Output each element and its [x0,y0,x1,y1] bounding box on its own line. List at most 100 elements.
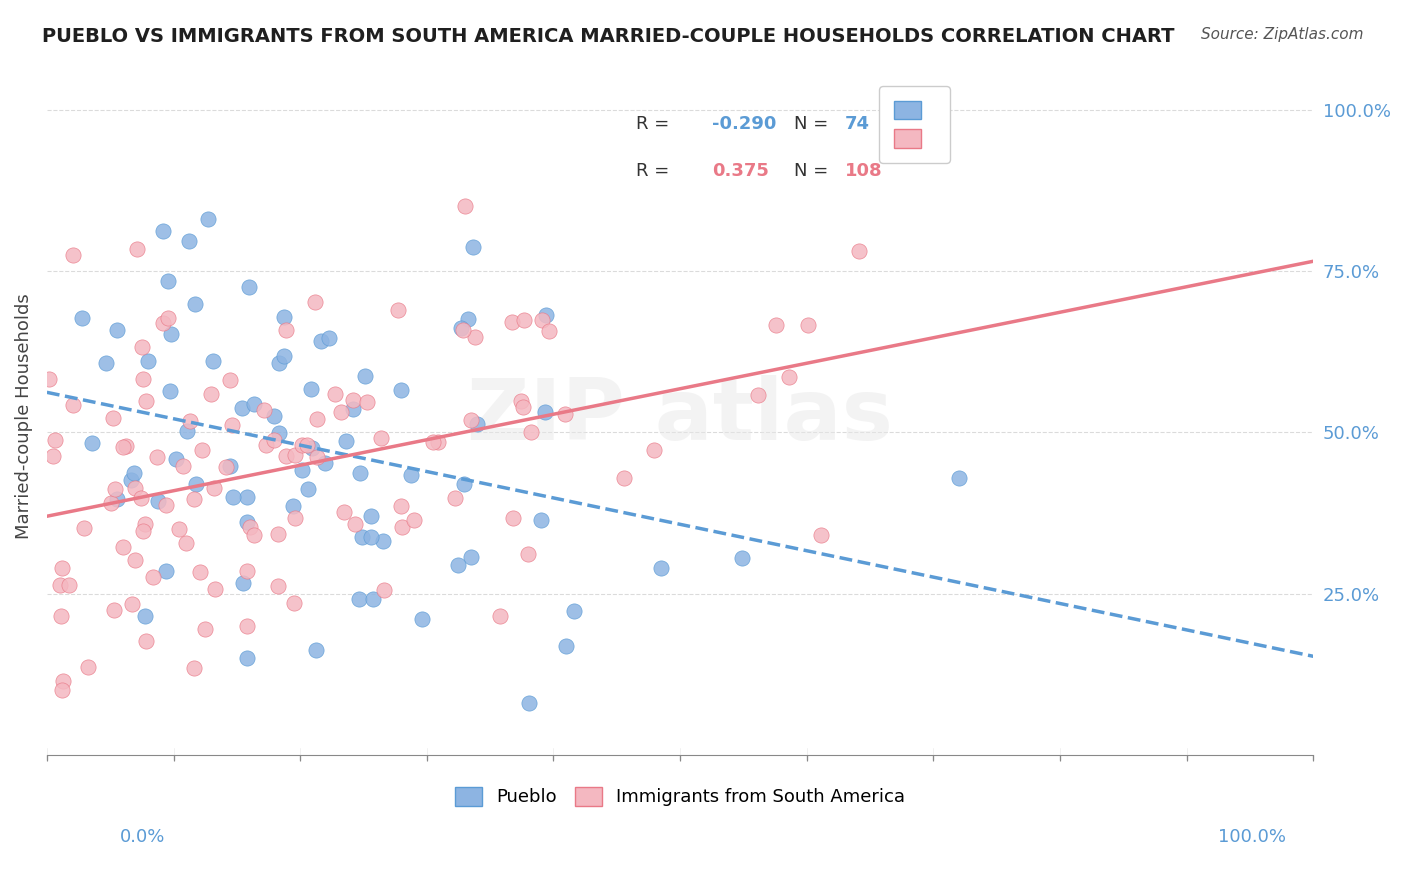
Point [447,558,470,572]
Point [797,318,820,332]
Point [291,438,314,452]
Point [183,492,205,507]
Point [329,405,352,419]
Y-axis label: Married-couple Households: Married-couple Households [15,293,32,539]
Point [284,511,307,525]
Point [554,407,576,421]
Point [267,527,290,541]
Point [464,330,486,344]
Point [167,523,190,537]
Point [194,622,217,636]
Point [243,528,266,542]
Point [305,642,328,657]
Point [165,452,187,467]
Point [391,383,413,397]
Point [263,433,285,447]
Point [361,591,384,606]
Point [112,441,135,455]
Point [134,609,156,624]
Point [517,547,540,561]
Point [643,443,665,458]
Point [236,515,259,529]
Point [554,639,576,653]
Point [263,409,285,423]
Point [536,308,558,322]
Point [62,398,84,412]
Point [80,435,103,450]
Point [325,387,347,401]
Point [38,372,60,386]
Point [314,456,336,470]
Point [297,482,319,496]
Point [236,618,259,632]
Point [422,435,444,450]
Point [236,491,259,505]
Point [145,450,167,464]
Point [332,505,354,519]
Point [254,438,277,452]
Point [152,224,174,238]
Point [299,382,322,396]
Point [360,530,382,544]
Point [70,311,93,326]
Point [184,477,207,491]
Point [121,597,143,611]
Point [52,673,75,688]
Point [848,244,870,259]
Point [349,466,371,480]
Text: N =: N = [794,162,834,180]
Text: 74: 74 [845,115,870,133]
Point [460,550,482,565]
Point [219,459,242,474]
Point [155,565,177,579]
Point [159,384,181,398]
Point [467,417,489,432]
Point [238,280,260,294]
Point [105,323,128,337]
Point [370,431,392,445]
Point [231,401,253,415]
Point [501,315,523,329]
Point [174,536,197,550]
Point [103,603,125,617]
Point [373,582,395,597]
Point [124,481,146,495]
Text: N =: N = [794,115,834,133]
Point [318,331,340,345]
Point [136,354,159,368]
Point [222,490,245,504]
Point [243,397,266,411]
Point [301,441,323,455]
Point [152,316,174,330]
Point [391,520,413,534]
Point [457,312,479,326]
Point [156,274,179,288]
Point [49,609,72,624]
Point [810,528,832,542]
Point [349,591,371,606]
Point [236,650,259,665]
Text: R =: R = [636,162,675,180]
Point [562,604,585,618]
Point [132,372,155,386]
Point [42,449,65,463]
Point [131,340,153,354]
Point [453,199,475,213]
Point [183,660,205,674]
Point [176,424,198,438]
Point [232,576,254,591]
Point [188,566,211,580]
Point [273,350,295,364]
Point [135,634,157,648]
Text: 100.0%: 100.0% [1219,828,1286,846]
Text: 0.0%: 0.0% [120,828,165,846]
Point [283,596,305,610]
Point [132,524,155,538]
Point [451,322,474,336]
Point [202,481,225,495]
Point [160,326,183,341]
Point [100,496,122,510]
Point [73,521,96,535]
Point [129,491,152,505]
Point [489,609,512,624]
